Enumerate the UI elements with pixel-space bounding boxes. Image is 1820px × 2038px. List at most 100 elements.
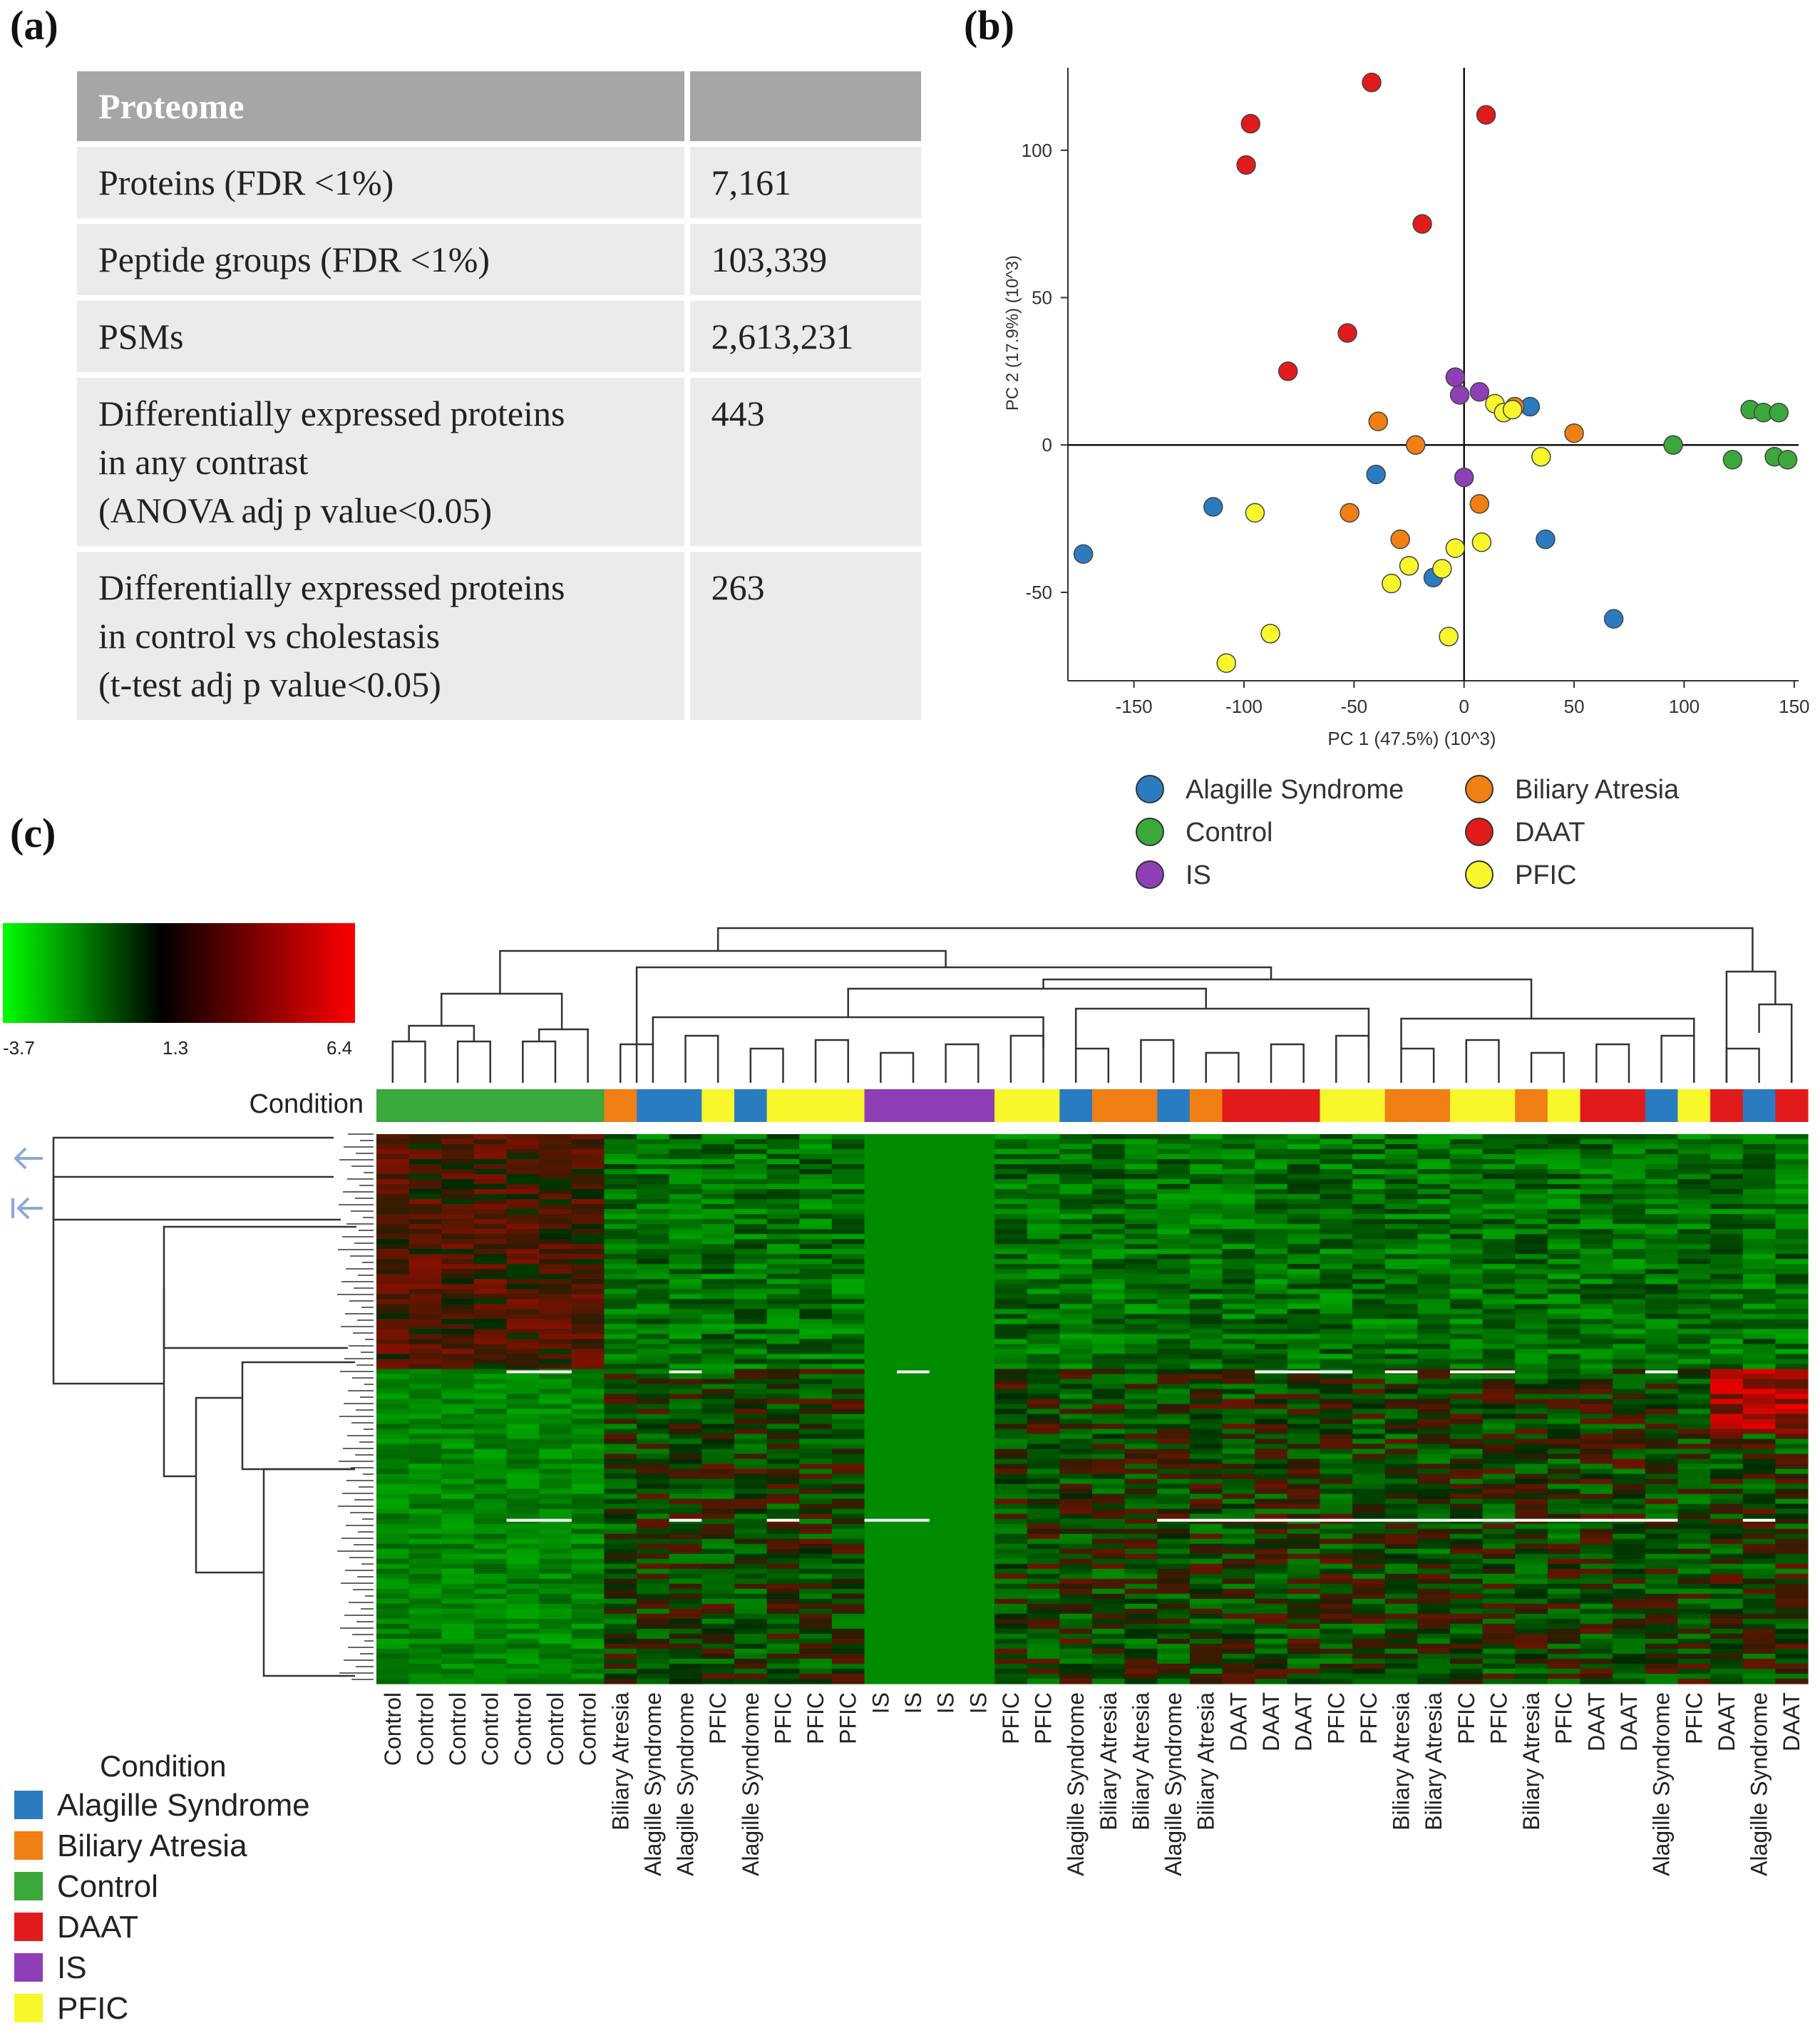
heatmap-cell xyxy=(864,1623,898,1630)
heatmap-cell xyxy=(1710,1458,1744,1465)
heatmap-cell xyxy=(1417,1548,1451,1555)
heatmap-cell xyxy=(1775,1458,1809,1465)
heatmap-cell xyxy=(1417,1309,1451,1314)
heatmap-cell xyxy=(571,1329,605,1334)
heatmap-cell xyxy=(734,1648,768,1654)
heatmap-cell xyxy=(1482,1184,1516,1190)
heatmap-cell xyxy=(831,1354,865,1360)
heatmap-cell xyxy=(1613,1558,1646,1565)
heatmap-cell xyxy=(1255,1134,1288,1140)
heatmap-cell xyxy=(701,1628,735,1635)
heatmap-cell xyxy=(701,1473,735,1480)
heatmap-cell xyxy=(994,1294,1028,1300)
heatmap-cell xyxy=(1092,1663,1126,1669)
heatmap-cell xyxy=(962,1583,995,1590)
heatmap-cell xyxy=(1417,1319,1451,1324)
heatmap-cell xyxy=(1580,1583,1613,1590)
heatmap-cell xyxy=(1352,1259,1386,1265)
heatmap-cell xyxy=(506,1553,540,1560)
heatmap-cell xyxy=(1645,1384,1679,1390)
heatmap-cell xyxy=(897,1314,930,1319)
heatmap-cell xyxy=(408,1518,442,1525)
heatmap-cell xyxy=(799,1588,833,1595)
heatmap-cell xyxy=(1384,1324,1418,1329)
heatmap-cell xyxy=(1255,1389,1288,1395)
heatmap-cell xyxy=(734,1638,768,1645)
heatmap-cell xyxy=(1027,1643,1060,1650)
heatmap-cell xyxy=(571,1204,605,1210)
heatmap-cell xyxy=(1450,1209,1484,1215)
heatmap-cell xyxy=(1417,1623,1451,1630)
heatmap-cell xyxy=(897,1503,930,1510)
heatmap-cell xyxy=(1710,1508,1744,1515)
heatmap-cell xyxy=(571,1603,605,1610)
heatmap-cell xyxy=(637,1134,670,1140)
heatmap-cell xyxy=(1287,1443,1321,1450)
heatmap-cell xyxy=(1222,1593,1255,1600)
heatmap-cell xyxy=(831,1209,865,1215)
heatmap-cell xyxy=(1352,1443,1386,1450)
heatmap-cell xyxy=(799,1179,833,1185)
heatmap-cell xyxy=(1775,1503,1809,1510)
heatmap-cell xyxy=(408,1548,442,1555)
heatmap-cell xyxy=(1059,1329,1093,1334)
heatmap-cell xyxy=(1482,1324,1516,1329)
heatmap-cell xyxy=(1222,1154,1255,1160)
heatmap-cell xyxy=(1384,1194,1418,1200)
heatmap-cell xyxy=(1027,1493,1060,1500)
heatmap-cell xyxy=(766,1623,800,1630)
heatmap-cell xyxy=(1515,1448,1548,1455)
heatmap-cell xyxy=(766,1214,800,1220)
heatmap-cell xyxy=(1320,1174,1353,1180)
heatmap-cell xyxy=(571,1458,605,1465)
heatmap-cell xyxy=(1384,1578,1418,1585)
heatmap-cell xyxy=(669,1199,702,1205)
heatmap-cell xyxy=(1580,1468,1613,1475)
heatmap-cell xyxy=(1450,1324,1484,1329)
heatmap-cell xyxy=(1189,1543,1223,1550)
heatmap-cell xyxy=(1417,1229,1451,1235)
heatmap-cell xyxy=(1320,1274,1353,1280)
heatmap-cell xyxy=(506,1434,540,1440)
heatmap-cell xyxy=(766,1533,800,1540)
heatmap-cell xyxy=(1775,1508,1809,1515)
heatmap-cell xyxy=(1677,1429,1711,1435)
heatmap-cell xyxy=(637,1219,670,1225)
heatmap-cell xyxy=(1092,1399,1126,1405)
heatmap-cell xyxy=(1287,1354,1321,1360)
heatmap-cell xyxy=(1677,1424,1711,1430)
legend-marker xyxy=(1465,818,1493,846)
heatmap-cell xyxy=(1450,1528,1484,1535)
heatmap-cell xyxy=(1384,1538,1418,1545)
heatmap-cell xyxy=(799,1638,833,1645)
heatmap-cell xyxy=(1352,1179,1386,1185)
heatmap-cell xyxy=(637,1379,670,1385)
heatmap-cell xyxy=(701,1458,735,1465)
heatmap-cell xyxy=(1027,1314,1060,1319)
heatmap-cell xyxy=(734,1424,768,1430)
heatmap-cell xyxy=(1580,1189,1613,1195)
heatmap-cell xyxy=(1677,1653,1711,1659)
heatmap-cell xyxy=(1742,1194,1776,1200)
heatmap-cell xyxy=(376,1229,410,1235)
heatmap-cell xyxy=(1417,1274,1451,1280)
heatmap-cell xyxy=(1450,1468,1484,1475)
heatmap-cell xyxy=(1352,1224,1386,1230)
heatmap-cell xyxy=(831,1498,865,1505)
heatmap-cell xyxy=(1124,1134,1158,1140)
heatmap-cell xyxy=(734,1409,768,1415)
x-tick-label: 50 xyxy=(1564,696,1585,717)
heatmap-cell xyxy=(734,1618,768,1625)
heatmap-cell xyxy=(441,1409,475,1415)
heatmap-cell xyxy=(637,1314,670,1319)
heatmap-cell xyxy=(473,1224,508,1230)
heatmap-cell xyxy=(1547,1339,1581,1344)
heatmap-cell xyxy=(604,1174,637,1180)
heatmap-cell xyxy=(408,1439,442,1445)
heatmap-cell xyxy=(929,1603,963,1610)
heatmap-cell xyxy=(1157,1673,1191,1679)
heatmap-cell xyxy=(1450,1538,1484,1545)
heatmap-cell xyxy=(1710,1553,1744,1560)
heatmap-cell xyxy=(408,1488,442,1495)
heatmap-cell xyxy=(962,1174,995,1180)
